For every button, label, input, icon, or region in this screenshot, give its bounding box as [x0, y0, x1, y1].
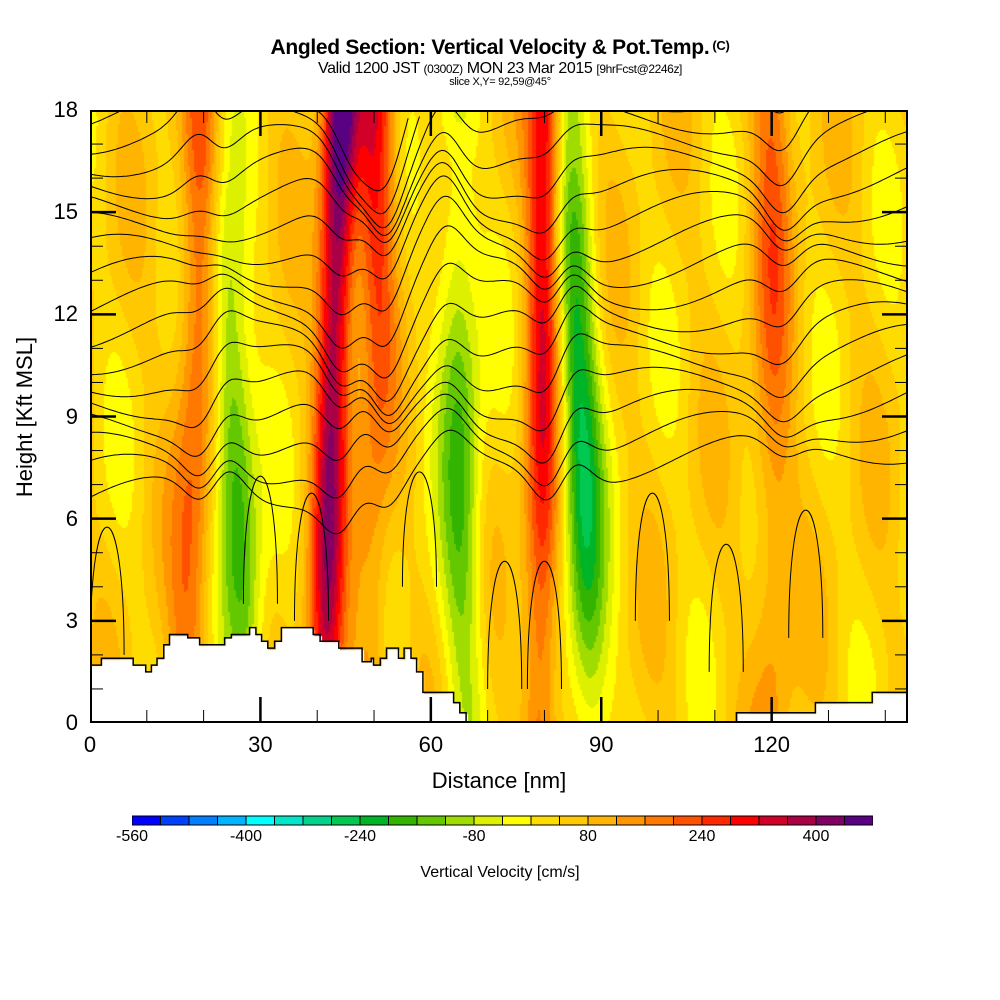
colorbar-swatch — [644, 815, 674, 826]
y-tick-label: 0 — [65, 710, 78, 735]
colorbar-swatch — [815, 815, 845, 826]
theta-contour — [90, 526, 125, 655]
x-tick-label: 0 — [83, 732, 97, 757]
theta-contour — [90, 195, 908, 316]
y-axis-label: Height [Kft MSL] — [12, 336, 37, 498]
colorbar-swatch — [132, 815, 161, 826]
theta-contour — [90, 225, 908, 349]
colorbar-swatch — [616, 815, 646, 826]
theta-contour — [634, 492, 670, 621]
colorbar-swatch — [217, 815, 247, 826]
colorbar-swatch — [416, 815, 446, 826]
forecast-info: [9hrFcst@2246z] — [596, 62, 682, 76]
colorbar-tick-label: -560 — [115, 828, 149, 845]
theta-contour — [90, 175, 908, 280]
theta-contour — [90, 258, 908, 379]
y-tick-label: 3 — [65, 607, 78, 633]
y-tick-label: 15 — [53, 199, 78, 225]
x-tick-label: 60 — [418, 732, 444, 757]
colorbar-swatch — [302, 815, 332, 826]
colorbar-swatch — [673, 815, 703, 826]
plot-frame — [90, 110, 908, 723]
theta-contour — [90, 110, 874, 236]
theta-contour — [90, 354, 908, 457]
y-tick-label: 6 — [65, 505, 78, 531]
chart-title: Angled Section: Vertical Velocity & Pot.… — [0, 36, 1000, 60]
colorbar-swatch — [445, 815, 475, 826]
colorbar-swatch — [160, 815, 190, 826]
theta-contour — [708, 543, 744, 672]
theta-contour — [526, 560, 562, 689]
colorbar-swatch — [559, 815, 589, 826]
colorbar-swatch — [274, 815, 304, 826]
colorbar-swatch — [245, 815, 275, 826]
colorbar-tick-label: -240 — [343, 828, 377, 845]
valid-time-line: Valid 1200 JST (0300Z) MON 23 Mar 2015 [… — [0, 60, 1000, 78]
colorbar-tick-label: -80 — [462, 828, 486, 845]
valid-date: MON 23 Mar 2015 — [466, 60, 593, 77]
colorbar-swatch — [730, 815, 760, 826]
copyright-mark: (C) — [712, 38, 730, 53]
x-tick-label: 30 — [248, 732, 273, 757]
colorbar-swatch — [587, 815, 617, 826]
colorbar — [132, 815, 873, 826]
theta-contour — [90, 301, 908, 417]
theta-contour — [90, 323, 908, 429]
colorbar-tick-label: -400 — [229, 828, 263, 845]
theta-contour — [242, 475, 278, 604]
colorbar-swatch — [787, 815, 817, 826]
theta-contour — [90, 110, 810, 229]
valid-utc: (0300Z) — [423, 62, 463, 76]
colorbar-label: Vertical Velocity [cm/s] — [420, 864, 580, 881]
colorbar-swatch — [331, 815, 361, 826]
y-tick-label: 9 — [65, 403, 78, 429]
theta-contour — [90, 161, 908, 257]
colorbar-swatch — [758, 815, 788, 826]
theta-contour — [294, 492, 330, 621]
colorbar-swatch — [188, 815, 218, 826]
slice-info: slice X,Y= 92,59@45° — [449, 76, 551, 88]
plot-overlay — [90, 110, 908, 723]
colorbar-swatch — [359, 815, 389, 826]
theta-contour — [487, 560, 523, 689]
plot-area — [90, 110, 908, 723]
theta-contour — [90, 388, 908, 477]
terrain-outline — [90, 626, 908, 723]
theta-contour — [90, 407, 908, 499]
theta-contour — [90, 130, 908, 244]
colorbar-swatch — [530, 815, 560, 826]
colorbar-swatch — [388, 815, 418, 826]
colorbar-tick-label: 400 — [802, 828, 830, 845]
theta-contour — [90, 429, 908, 535]
colorbar-swatch — [844, 815, 873, 826]
theta-contour — [788, 509, 824, 638]
y-tick-label: 18 — [53, 97, 78, 122]
colorbar-tick-label: 240 — [688, 828, 716, 845]
theta-contour — [90, 279, 908, 402]
x-tick-label: 90 — [589, 732, 614, 757]
colorbar-swatch — [701, 815, 731, 826]
colorbar-tick-label: 80 — [579, 828, 597, 845]
y-tick-label: 12 — [53, 301, 78, 327]
x-tick-label: 120 — [753, 732, 791, 757]
valid-prefix: Valid 1200 JST — [318, 60, 420, 77]
colorbar-swatch — [502, 815, 532, 826]
theta-contour — [401, 471, 438, 587]
x-axis-label: Distance [nm] — [431, 768, 567, 793]
theta-contour — [90, 110, 787, 215]
title-text: Angled Section: Vertical Velocity & Pot.… — [270, 36, 710, 59]
colorbar-swatch — [473, 815, 503, 826]
theta-contour — [90, 110, 409, 192]
